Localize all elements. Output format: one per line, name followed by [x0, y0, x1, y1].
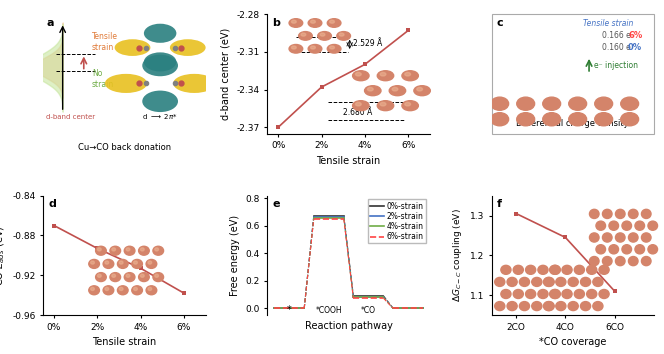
Text: d: d [48, 199, 56, 209]
Circle shape [491, 97, 509, 110]
Circle shape [569, 97, 586, 110]
Circle shape [491, 113, 509, 126]
Ellipse shape [142, 55, 178, 76]
Text: Tensile strain: Tensile strain [584, 19, 633, 28]
Circle shape [517, 97, 535, 110]
Y-axis label: $\Delta G_{C-C}$ coupling (eV): $\Delta G_{C-C}$ coupling (eV) [451, 209, 464, 302]
Circle shape [517, 113, 535, 126]
Ellipse shape [173, 74, 215, 93]
Text: 0.160 e: 0.160 e [602, 43, 631, 52]
Circle shape [542, 113, 560, 126]
Text: Differential charge density: Differential charge density [517, 119, 629, 127]
Circle shape [621, 113, 639, 126]
Circle shape [569, 113, 586, 126]
Y-axis label: Free energy (eV): Free energy (eV) [230, 215, 240, 296]
Ellipse shape [115, 39, 150, 56]
Text: 6%: 6% [628, 31, 642, 40]
X-axis label: Tensile strain: Tensile strain [317, 156, 380, 166]
Text: 0%: 0% [628, 43, 642, 52]
Text: f: f [497, 199, 501, 209]
Ellipse shape [170, 39, 206, 56]
Text: Tensile
strain: Tensile strain [92, 32, 118, 52]
Text: e: e [272, 199, 280, 209]
Ellipse shape [142, 91, 178, 112]
Text: b: b [272, 18, 280, 28]
X-axis label: *CO coverage: *CO coverage [539, 337, 606, 347]
Ellipse shape [105, 74, 147, 93]
X-axis label: Tensile strain: Tensile strain [92, 337, 157, 347]
Circle shape [595, 113, 613, 126]
Text: e⁻ injection: e⁻ injection [594, 61, 638, 70]
Text: c: c [497, 18, 503, 28]
Text: 2.529 Å: 2.529 Å [353, 39, 382, 47]
Text: d-band center: d-band center [46, 114, 96, 120]
Circle shape [542, 97, 560, 110]
Y-axis label: d-band center (eV): d-band center (eV) [221, 28, 231, 120]
Text: Cu→CO back donation: Cu→CO back donation [78, 143, 171, 152]
Text: *: * [287, 305, 291, 315]
Text: No
strain: No strain [92, 69, 114, 89]
Legend: 0%-strain, 2%-strain, 4%-strain, 6%-strain: 0%-strain, 2%-strain, 4%-strain, 6%-stra… [368, 199, 426, 244]
Text: a: a [46, 18, 54, 28]
Text: d $\longrightarrow$ 2$\pi$*: d $\longrightarrow$ 2$\pi$* [142, 112, 178, 121]
Circle shape [595, 97, 613, 110]
Circle shape [621, 97, 639, 110]
Text: 2.680 Å: 2.680 Å [343, 108, 373, 117]
Ellipse shape [144, 24, 177, 43]
X-axis label: Reaction pathway: Reaction pathway [305, 321, 392, 331]
Text: *COOH: *COOH [315, 306, 342, 315]
Ellipse shape [144, 52, 177, 72]
Text: 0.166 e: 0.166 e [602, 31, 631, 40]
Y-axis label: CO $E_{ads}$ (eV): CO $E_{ads}$ (eV) [0, 225, 7, 286]
Text: *CO: *CO [361, 306, 376, 315]
